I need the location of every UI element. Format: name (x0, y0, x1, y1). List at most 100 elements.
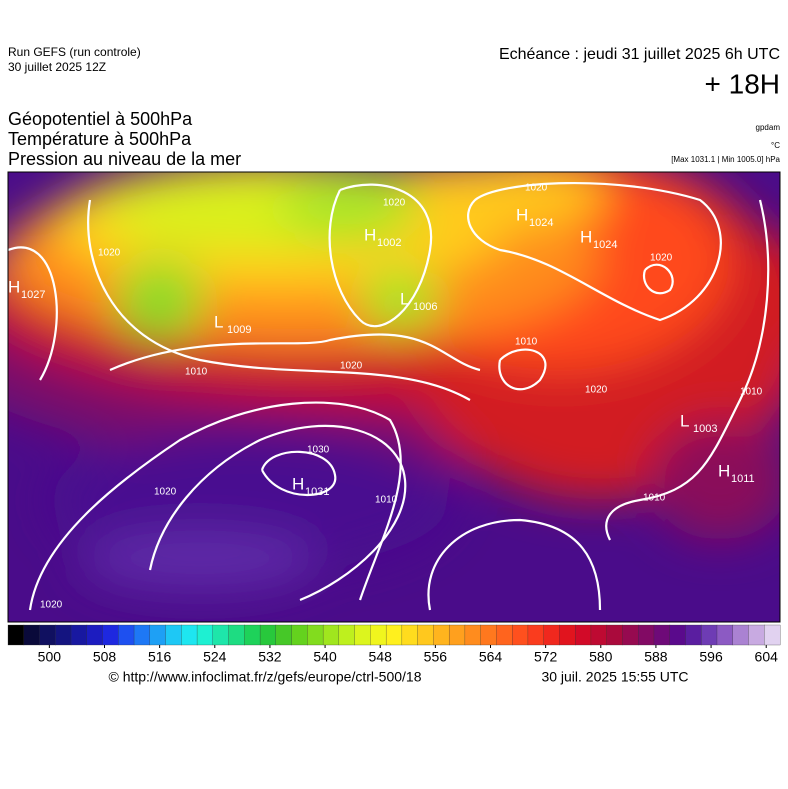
map (8, 172, 780, 622)
isobar-label: 1010 (740, 387, 763, 398)
colorbar-cell (448, 624, 466, 646)
title-geopotential: Géopotentiel à 500hPa (8, 109, 193, 129)
isobar-label: 1020 (525, 183, 548, 194)
center-letter: H (516, 205, 528, 224)
center-value: 1006 (413, 301, 437, 313)
colorbar-cell (385, 624, 403, 646)
center-value: 1027 (21, 289, 45, 301)
colorbar-cell (370, 624, 387, 646)
generated-time: 30 juil. 2025 15:55 UTC (541, 669, 688, 685)
colorbar-tick-label: 556 (424, 649, 448, 665)
colorbar-tick-label: 516 (148, 649, 172, 665)
isobar-label: 1020 (340, 361, 363, 372)
center-letter: L (680, 411, 689, 430)
isobar-label: 1030 (307, 445, 330, 456)
colorbar-cell (39, 624, 56, 646)
colorbar-cell (559, 624, 576, 646)
colorbar-cell (196, 624, 214, 646)
center-letter: H (580, 227, 592, 246)
colorbar-cell (322, 624, 340, 646)
colorbar-cell (701, 624, 718, 646)
colorbar-cell (590, 624, 608, 646)
colorbar-cell (748, 624, 765, 646)
lead-time: + 18H (705, 68, 781, 99)
colorbar-cell (653, 624, 671, 646)
colorbar-cell (638, 624, 655, 646)
colorbar-cell (433, 624, 450, 646)
colorbar-cell (149, 624, 167, 646)
colorbar-cell (55, 624, 72, 646)
colorbar: 500 508 516 524 532 540 548 556 564 572 580 588 596 6… (7, 624, 781, 665)
valid-time: Echéance : jeudi 31 juillet 2025 6h UTC (499, 46, 780, 63)
colorbar-cell (496, 624, 513, 646)
colorbar-cell (118, 624, 135, 646)
center-value: 1003 (693, 423, 717, 435)
unit-pressure: [Max 1031.1 | Min 1005.0] hPa (671, 155, 780, 164)
colorbar-tick-label: 572 (534, 649, 558, 665)
colorbar-tick-label: 540 (313, 649, 337, 665)
colorbar-cell (181, 624, 198, 646)
colorbar-tick-label: 596 (699, 649, 723, 665)
colorbar-cell (23, 624, 40, 646)
center-letter: L (214, 312, 223, 331)
colorbar-cell (401, 624, 419, 646)
center-value: 1031 (305, 486, 329, 498)
isobar-label: 1020 (650, 253, 673, 264)
colorbar-cell (212, 624, 230, 646)
center-letter: H (8, 277, 20, 296)
isobar-label: 1020 (383, 198, 406, 209)
colorbar-tick-label: 532 (258, 649, 282, 665)
colorbar-cell (275, 624, 293, 646)
center-value: 1002 (377, 237, 401, 249)
colorbar-cell (606, 624, 623, 646)
source: © http://www.infoclimat.fr/z/gefs/europe… (108, 669, 421, 685)
colorbar-cell (716, 624, 734, 646)
colorbar-cell (669, 624, 686, 646)
colorbar-cell (133, 624, 151, 646)
run-name: Run GEFS (run controle) (8, 45, 141, 59)
colorbar-tick-label: 604 (755, 649, 779, 665)
colorbar-cell (417, 624, 434, 646)
colorbar-cell (7, 624, 25, 646)
colorbar-cell (165, 624, 182, 646)
colorbar-tick-label: 564 (479, 649, 503, 665)
colorbar-cell (244, 624, 261, 646)
isobar-labels: 1020 1010 1020 1030 1020 1020 1020 1010 1020 1010… (40, 183, 763, 611)
colorbar-cell (307, 624, 324, 646)
colorbar-cell (291, 624, 308, 646)
colorbar-cell (464, 624, 482, 646)
isobar-label: 1020 (585, 385, 608, 396)
isobar-label: 1020 (40, 600, 63, 611)
colorbar-cell (512, 624, 529, 646)
isobar-label: 1010 (185, 367, 208, 378)
isobar-label: 1010 (643, 493, 666, 504)
colorbar-cell (527, 624, 545, 646)
isobar-label: 1010 (515, 337, 538, 348)
colorbar-tick-label: 524 (203, 649, 227, 665)
colorbar-cell (543, 624, 560, 646)
colorbar-cell (732, 624, 749, 646)
colorbar-cell (685, 624, 702, 646)
isobar-label: 1020 (154, 487, 177, 498)
colorbar-cell (86, 624, 103, 646)
colorbar-cell (575, 624, 592, 646)
center-value: 1009 (227, 324, 251, 336)
unit-celsius: °C (771, 141, 780, 150)
colorbar-tick-label: 508 (93, 649, 117, 665)
center-value: 1011 (731, 473, 755, 485)
center-letter: H (364, 225, 376, 244)
unit-gpdam: gpdam (756, 123, 781, 132)
center-value: 1024 (593, 239, 617, 251)
center-letter: L (400, 289, 409, 308)
colorbar-tick-label: 580 (589, 649, 613, 665)
colorbar-cell (228, 624, 245, 646)
colorbar-tick-label: 548 (369, 649, 393, 665)
colorbar-cell (259, 624, 277, 646)
colorbar-tick-label: 500 (38, 649, 62, 665)
run-date: 30 juillet 2025 12Z (8, 60, 106, 74)
title-pressure: Pression au niveau de la mer (8, 149, 241, 169)
center-value: 1024 (529, 217, 553, 229)
isobar-label: 1020 (98, 248, 121, 259)
